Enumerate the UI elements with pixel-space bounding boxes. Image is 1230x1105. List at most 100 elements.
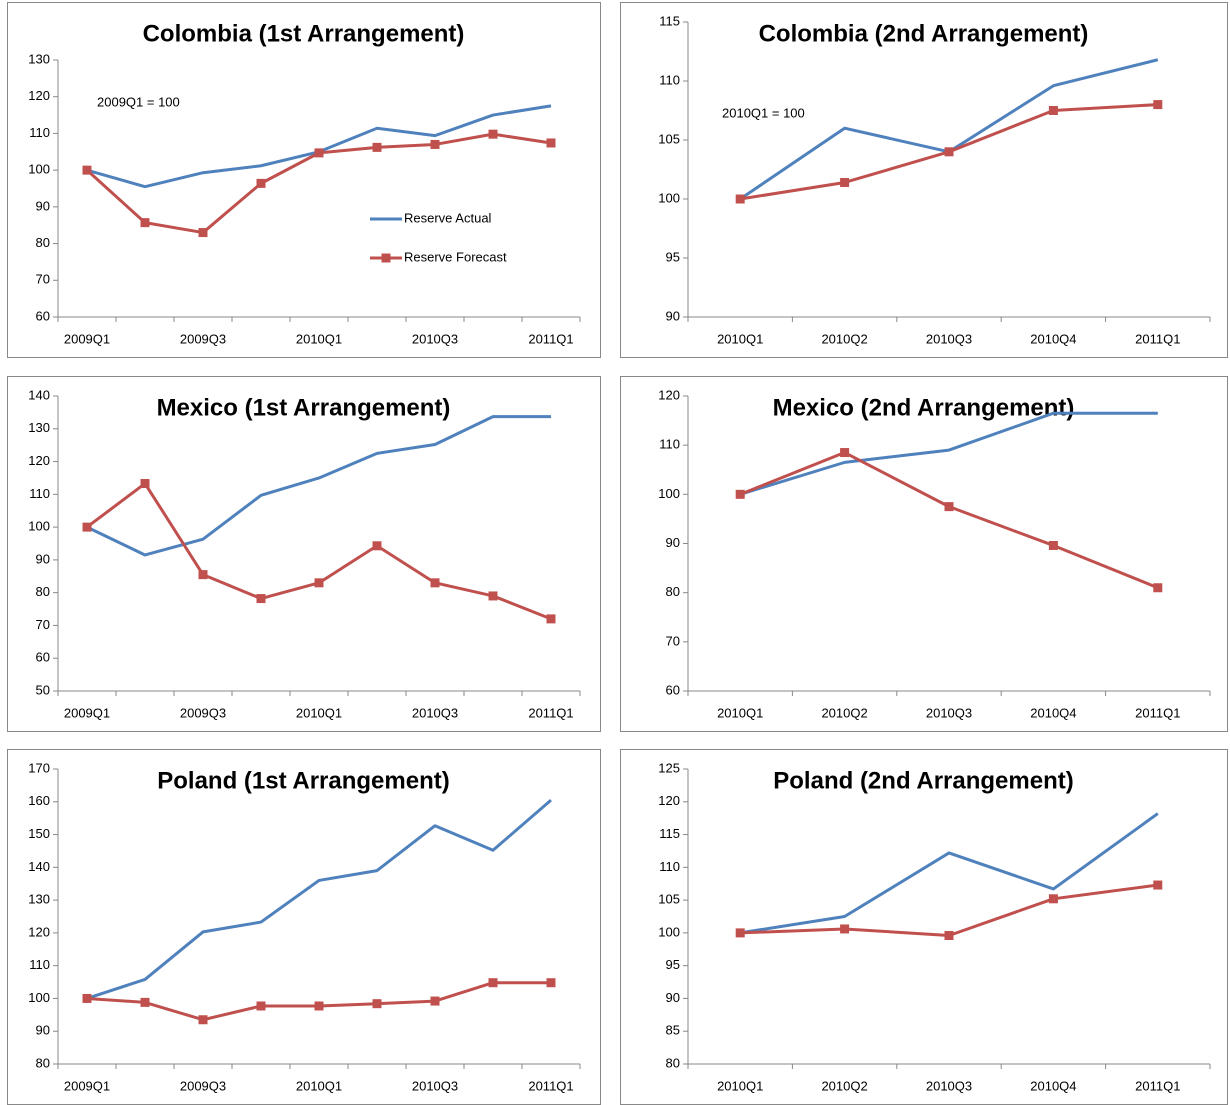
point-marker [82, 522, 92, 532]
point-marker [256, 594, 266, 604]
x-tick-label: 2010Q3 [926, 331, 972, 346]
legend-label: Reserve Actual [404, 210, 492, 225]
point-marker [140, 997, 150, 1007]
legend-marker [381, 253, 391, 263]
point-marker [430, 578, 440, 588]
y-tick-label: 120 [658, 793, 680, 808]
x-tick-label: 2009Q3 [180, 1078, 226, 1093]
y-tick-label: 100 [28, 162, 50, 177]
x-tick-label: 2009Q1 [64, 705, 110, 720]
chart-title: Mexico (1st Arrangement) [157, 394, 451, 421]
x-tick-label: 2010Q2 [821, 705, 867, 720]
y-tick-label: 140 [28, 859, 50, 874]
x-tick-label: 2010Q3 [412, 331, 458, 346]
point-marker [488, 591, 498, 601]
y-tick-label: 70 [36, 272, 50, 287]
y-tick-label: 170 [28, 760, 50, 775]
x-tick-label: 2010Q4 [1030, 1078, 1076, 1093]
panel-frame [620, 376, 1228, 732]
x-tick-label: 2010Q4 [1030, 331, 1076, 346]
point-marker [488, 978, 498, 988]
y-tick-label: 115 [659, 826, 680, 841]
y-tick-label: 105 [658, 131, 680, 146]
point-marker [944, 931, 954, 941]
y-tick-label: 140 [28, 387, 50, 402]
y-tick-label: 90 [666, 535, 680, 550]
x-tick-label: 2010Q2 [821, 1078, 867, 1093]
point-marker [82, 165, 92, 175]
x-tick-label: 2010Q2 [821, 331, 867, 346]
point-marker [82, 993, 92, 1003]
chart-title: Colombia (2nd Arrangement) [759, 20, 1089, 47]
x-tick-label: 2009Q1 [64, 331, 110, 346]
y-tick-label: 90 [36, 551, 50, 566]
x-tick-label: 2010Q1 [717, 1078, 763, 1093]
point-marker [140, 479, 150, 489]
x-tick-label: 2010Q1 [296, 705, 342, 720]
chart-title: Colombia (1st Arrangement) [143, 20, 465, 47]
y-tick-label: 90 [36, 198, 50, 213]
x-tick-label: 2009Q3 [180, 705, 226, 720]
chart-title: Poland (2nd Arrangement) [773, 767, 1073, 794]
x-tick-label: 2010Q1 [296, 331, 342, 346]
y-tick-label: 80 [666, 584, 680, 599]
legend-label: Reserve Forecast [404, 249, 507, 264]
point-marker [314, 148, 324, 158]
y-tick-label: 50 [36, 682, 50, 697]
x-tick-label: 2010Q3 [412, 705, 458, 720]
panel-frame [620, 2, 1228, 358]
y-tick-label: 70 [36, 617, 50, 632]
point-marker [735, 928, 745, 938]
series-line [86, 415, 551, 557]
y-tick-label: 160 [28, 793, 50, 808]
point-marker [944, 502, 954, 512]
y-tick-label: 120 [28, 924, 50, 939]
y-tick-label: 100 [658, 924, 680, 939]
y-tick-label: 100 [28, 990, 50, 1005]
annotation: 2009Q1 = 100 [97, 94, 180, 109]
y-tick-label: 110 [659, 72, 680, 87]
point-marker [372, 541, 382, 551]
x-tick-label: 2010Q1 [296, 1078, 342, 1093]
point-marker [546, 614, 556, 624]
y-tick-label: 80 [36, 1055, 50, 1070]
y-tick-label: 80 [36, 235, 50, 250]
panel-frame [7, 376, 601, 732]
x-tick-label: 2011Q1 [528, 705, 573, 720]
y-tick-label: 60 [666, 682, 680, 697]
point-marker [1048, 106, 1058, 115]
point-marker [1048, 894, 1058, 904]
y-tick-label: 110 [29, 957, 50, 972]
x-tick-label: 2010Q1 [717, 331, 763, 346]
point-marker [1153, 583, 1163, 593]
point-marker [372, 999, 382, 1009]
point-marker [314, 578, 324, 588]
point-marker [430, 996, 440, 1006]
y-tick-label: 90 [36, 1023, 50, 1038]
x-tick-label: 2011Q1 [1135, 705, 1180, 720]
panel-frame [7, 2, 601, 358]
y-tick-label: 150 [28, 826, 50, 841]
point-marker [314, 1001, 324, 1011]
point-marker [840, 177, 850, 187]
point-marker [488, 129, 498, 139]
x-tick-label: 2010Q1 [717, 705, 763, 720]
x-tick-label: 2011Q1 [1135, 1078, 1180, 1093]
x-tick-label: 2011Q1 [528, 331, 573, 346]
y-tick-label: 115 [659, 13, 680, 28]
point-marker [840, 924, 850, 934]
panel-frame [7, 749, 601, 1105]
y-tick-label: 90 [666, 308, 680, 323]
y-tick-label: 60 [36, 308, 50, 323]
y-tick-label: 95 [666, 957, 680, 972]
point-marker [944, 147, 954, 157]
series-line [86, 799, 552, 1000]
x-tick-label: 2010Q4 [1030, 705, 1076, 720]
series-line [739, 812, 1159, 935]
point-marker [546, 978, 556, 988]
point-marker [198, 570, 208, 580]
point-marker [372, 142, 382, 152]
point-marker [735, 489, 745, 499]
point-marker [198, 1015, 208, 1025]
